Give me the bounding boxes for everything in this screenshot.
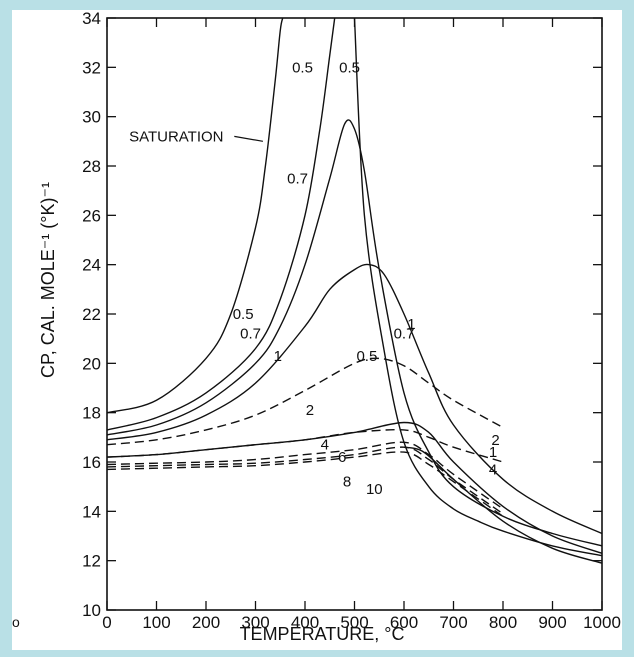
curve-label-4: 4: [489, 461, 497, 478]
curve-label-saturation: SATURATION: [129, 128, 223, 145]
series-curve-10-10: [106, 451, 504, 517]
curve-label-2: 2: [491, 432, 499, 449]
x-tick-label: 0: [102, 613, 111, 632]
stray-mark: o: [12, 614, 20, 630]
curve-label-8: 8: [343, 474, 351, 491]
y-tick-label: 24: [82, 256, 101, 275]
y-tick-label: 32: [82, 58, 101, 77]
curve-label-1: 1: [489, 444, 497, 461]
curve-label-0-7: 0.7: [240, 326, 261, 343]
series-curve-1-4: [106, 263, 603, 535]
ticks: 0 100 200 300 400 500 600 700 800 900 100010121416…: [82, 10, 621, 632]
series-curve-4-7: [106, 421, 603, 554]
x-tick-label: 200: [192, 613, 220, 632]
curve-label-0-5: 0.5: [233, 306, 254, 323]
y-tick-label: 12: [82, 552, 101, 571]
y-tick-label: 28: [82, 157, 101, 176]
series-curve-0-7-3: [106, 119, 603, 547]
y-tick-label: 30: [82, 108, 101, 127]
series-curve-6-8: [106, 441, 504, 510]
curve-label-10: 10: [366, 481, 383, 498]
curves: [106, 17, 603, 564]
plot-border: [106, 17, 603, 611]
x-tick-label: 300: [241, 613, 269, 632]
figure-panel: 0 100 200 300 400 500 600 700 800 900 1000 10 12 14 16…: [12, 10, 622, 650]
y-tick-label: 22: [82, 305, 101, 324]
y-tick-label: 34: [82, 10, 101, 28]
y-tick-label: 14: [82, 502, 101, 521]
series-curve-2-5: [106, 357, 504, 446]
plot-frame: [106, 17, 603, 611]
y-tick-label: 26: [82, 206, 101, 225]
chart: 0 100 200 300 400 500 600 700 800 900 100010121416…: [38, 10, 621, 644]
x-tick-label: 1000: [583, 613, 621, 632]
y-axis-title: CP, CAL. MOLE⁻¹ (°K)⁻¹: [38, 182, 58, 378]
curve-label-0-7: 0.7: [287, 170, 308, 187]
x-tick-label: 700: [439, 613, 467, 632]
curve-label-0-5: 0.5: [339, 59, 360, 76]
x-tick-label: 400: [291, 613, 319, 632]
y-tick-label: 20: [82, 354, 101, 373]
series-curve-saturation-0: [106, 17, 284, 414]
curve-label-0-5: 0.5: [356, 348, 377, 365]
series-curve-8-9: [106, 446, 504, 515]
curve-label-1: 1: [407, 316, 415, 333]
curve-label-2: 2: [306, 402, 314, 419]
x-axis-title: TEMPERATURE, °C: [240, 624, 405, 644]
y-tick-label: 16: [82, 453, 101, 472]
x-tick-label: 800: [489, 613, 517, 632]
series-curve-4-6: [106, 429, 504, 463]
curve-label-6: 6: [338, 449, 346, 466]
curve-label-4: 4: [321, 437, 329, 454]
series-curve-unlabeled-11: [403, 446, 603, 564]
x-tick-label: 500: [340, 613, 368, 632]
series-curve-0-5-1: [106, 17, 336, 431]
x-tick-label: 100: [142, 613, 170, 632]
saturation-pointer: [234, 135, 264, 142]
y-tick-label: 18: [82, 404, 101, 423]
y-tick-label: 10: [82, 601, 101, 620]
curve-label-1: 1: [274, 348, 282, 365]
series-curve-0-5-2: [353, 17, 603, 557]
x-tick-label: 600: [390, 613, 418, 632]
curve-label-0-5: 0.5: [292, 59, 313, 76]
curve-label-0-7: 0.7: [394, 326, 415, 343]
x-tick-label: 900: [538, 613, 566, 632]
